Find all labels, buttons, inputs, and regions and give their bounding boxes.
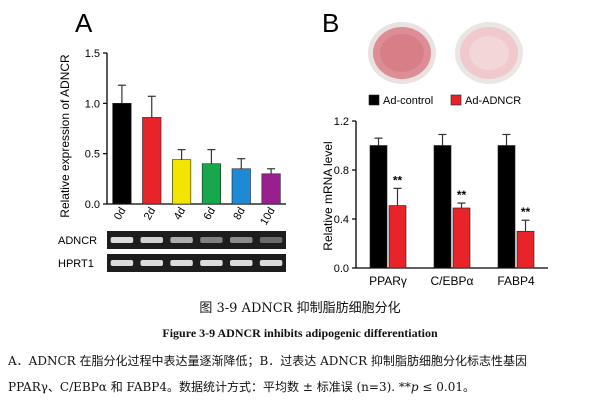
panel-b-y-tick-label: 0.4 — [334, 214, 349, 226]
panel-b-bar-Ad-ADNCR — [452, 207, 471, 269]
panel-a-bar-4d — [172, 159, 192, 205]
gel-band — [140, 260, 163, 266]
gel-background-ADNCR — [107, 231, 286, 249]
gel-band — [140, 237, 163, 243]
panel-a-x-tick-label: 0d — [112, 206, 129, 223]
legend-swatch-Ad-ADNCR — [450, 94, 462, 106]
panel-a-x-tick-label: 4d — [172, 206, 189, 223]
figure-note-threshold: ≤ 0.01。 — [418, 380, 476, 394]
petri-dish-control-image — [368, 22, 436, 84]
petri-dish-adncr-image — [455, 22, 523, 84]
legend-label: Ad-ADNCR — [465, 95, 521, 107]
gel-band — [230, 237, 253, 243]
panel-a-x-tick-labels: 0d 2d 4d 6d 8d 10d — [112, 206, 278, 228]
panel-a-letter: A — [75, 8, 93, 38]
panel-a-axes: 0.0 0.5 1.0 1.5 — [85, 48, 286, 211]
gel-band — [170, 260, 193, 266]
legend-swatch-Ad-control — [368, 94, 380, 106]
gel-band — [110, 237, 134, 243]
panel-b-x-tick-label: FABP4 — [497, 274, 535, 288]
panel-b-y-tick-label: 0.8 — [334, 165, 349, 177]
panel-a-bars — [112, 84, 281, 205]
gel-band — [200, 237, 223, 243]
panel-a-x-tick-label: 8d — [231, 206, 248, 223]
panel-a: A Relative expression of ADNCR 0.0 0.5 1.0… — [58, 8, 286, 272]
panel-b-legend: Ad-control Ad-ADNCR — [368, 94, 521, 107]
panel-b-y-tick-label: 0.0 — [334, 263, 349, 275]
panel-a-bar-0d — [112, 103, 132, 205]
figure-caption-chinese: 图 3-9 ADNCR 抑制脂肪细胞分化 — [199, 301, 401, 316]
panel-b-x-tick-label: C/EBPα — [431, 274, 474, 288]
panel-a-bar-8d — [231, 168, 251, 205]
gel-band — [200, 260, 223, 266]
panel-a-y-tick-label: 1.5 — [85, 48, 100, 60]
panel-b-bar-Ad-ADNCR — [516, 230, 535, 269]
panel-b-bars: ** ** ** — [369, 133, 535, 269]
panel-b-bar-Ad-ADNCR — [388, 205, 407, 269]
figure-note-p-symbol: p — [410, 380, 419, 394]
panel-b-bar-Ad-control — [369, 145, 388, 269]
panel-a-bar-2d — [142, 117, 162, 205]
panel-a-x-tick-label: 10d — [258, 206, 278, 228]
panel-b-x-tick-labels: PPARγ C/EBPα FABP4 — [369, 274, 535, 288]
panel-b-y-axis-label: Relative mRNA level — [321, 141, 335, 250]
panel-b-axes: 0.0 0.4 0.8 1.2 — [334, 116, 548, 275]
panel-a-x-tick-label: 2d — [142, 206, 159, 223]
panel-b-significance-annotation: ** — [521, 205, 531, 219]
panel-a-y-tick-label: 0.0 — [85, 199, 100, 211]
panel-b-significance-annotation: ** — [457, 188, 467, 202]
figure-note-line-2: PPARγ、C/EBPα 和 FABP4。数据统计方式：平均数 ± 标准误 (n… — [8, 378, 596, 395]
gel-band — [230, 260, 253, 266]
figure-note-line-2-text: PPARγ、C/EBPα 和 FABP4。数据统计方式：平均数 ± 标准误 (n… — [8, 380, 411, 394]
panel-b-bar-Ad-control — [433, 145, 452, 269]
panel-a-y-tick-label: 0.5 — [85, 149, 100, 161]
figure-note-line-1: A．ADNCR 在脂分化过程中表达量逐渐降低；B．过表达 ADNCR 抑制脂肪细… — [8, 354, 527, 368]
gel-row-label: HPRT1 — [58, 258, 94, 270]
panel-a-x-tick-label: 6d — [201, 206, 218, 223]
panel-b-letter: B — [322, 8, 339, 38]
legend-label: Ad-control — [383, 95, 433, 107]
panel-a-bar-10d — [261, 173, 281, 205]
figure-caption-english: Figure 3-9 ADNCR inhibits adipogenic dif… — [162, 326, 438, 340]
panel-b-bar-Ad-control — [497, 145, 516, 269]
gel-band — [110, 260, 134, 266]
figure: A Relative expression of ADNCR 0.0 0.5 1.0… — [58, 8, 548, 288]
panel-a-y-tick-label: 1.0 — [85, 98, 100, 110]
gel-band — [170, 237, 193, 243]
panel-b-y-tick-label: 1.2 — [334, 116, 349, 128]
panel-b: B Ad-control Ad-ADNCR Relative mRNA level… — [321, 8, 548, 288]
gel-band — [259, 237, 283, 243]
gel-band — [259, 260, 283, 266]
panel-a-y-axis-label: Relative expression of ADNCR — [58, 54, 72, 218]
gel-background-HPRT1 — [107, 254, 286, 272]
gel-row-label: ADNCR — [58, 235, 97, 247]
panel-b-x-tick-label: PPARγ — [369, 274, 407, 288]
panel-b-significance-annotation: ** — [393, 173, 403, 187]
panel-a-gel: ADNCR HPRT1 — [58, 231, 286, 272]
panel-a-bar-6d — [201, 163, 221, 205]
